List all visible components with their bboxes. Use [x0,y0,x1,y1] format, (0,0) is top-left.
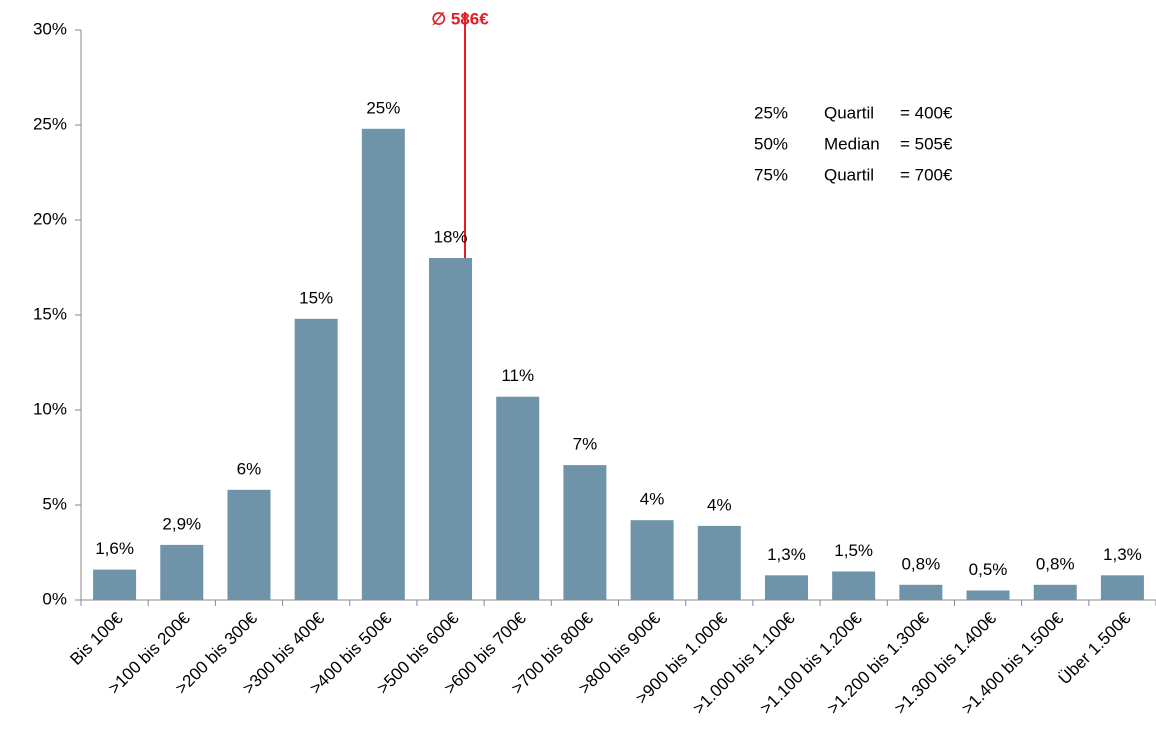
stats-text: Quartil [824,165,874,184]
bar [1033,584,1077,600]
value-label: 4% [707,495,732,514]
value-label: 0,8% [1036,554,1075,573]
bar [496,396,540,600]
value-label: 1,3% [1103,545,1142,564]
stats-text: 25% [754,103,788,122]
stats-text: = 505€ [900,134,953,153]
stats-text: = 700€ [900,165,953,184]
bar [227,489,271,600]
bar [1100,575,1144,600]
bar [294,318,338,600]
value-label: 1,3% [767,545,806,564]
bar [899,584,943,600]
x-tick-label: Bis 100€ [66,608,127,669]
bar [429,258,473,600]
y-tick-label: 0% [42,589,67,608]
bar [563,465,607,600]
value-label: 2,9% [162,514,201,533]
bar [160,544,204,600]
x-tick-label: Über 1.500€ [1055,608,1135,688]
value-label: 25% [366,98,400,117]
value-label: 18% [434,227,468,246]
bar [697,525,741,600]
bar [361,128,405,601]
stats-text: Median [824,134,880,153]
value-label: 11% [501,366,534,385]
stats-text: Quartil [824,103,874,122]
value-label: 1,6% [95,539,134,558]
bar [630,520,674,600]
y-tick-label: 5% [42,494,67,513]
value-label: 4% [640,490,665,509]
y-tick-label: 25% [33,114,67,133]
y-tick-label: 20% [33,209,67,228]
y-tick-label: 10% [33,399,67,418]
bar [93,569,137,600]
stats-text: 50% [754,134,788,153]
value-label: 0,5% [969,560,1008,579]
bar [764,575,808,600]
value-label: 15% [299,288,333,307]
bar [966,590,1010,600]
mean-annotation: ∅ 586€ [431,9,489,28]
stats-text: = 400€ [900,103,953,122]
y-tick-label: 30% [33,19,67,38]
value-label: 7% [573,435,598,454]
value-label: 6% [237,459,262,478]
value-label: 0,8% [901,554,940,573]
value-label: 1,5% [834,541,873,560]
y-tick-label: 15% [33,304,67,323]
stats-text: 75% [754,165,788,184]
bar [832,571,876,600]
